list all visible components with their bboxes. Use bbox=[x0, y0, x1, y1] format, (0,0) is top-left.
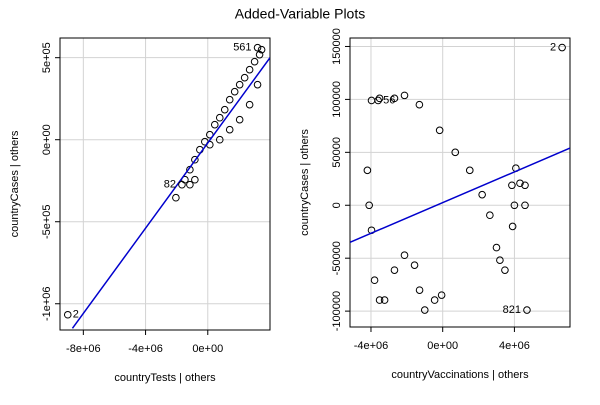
point bbox=[230, 87, 239, 96]
x-tick-label: 0e+00 bbox=[427, 340, 458, 352]
point bbox=[390, 94, 399, 103]
y-tick-label: -100000 bbox=[331, 291, 343, 331]
x-tick-label: 4e+06 bbox=[499, 340, 530, 352]
x-tick-label: -4e+06 bbox=[354, 340, 389, 352]
y-tick-label: 150000 bbox=[331, 28, 343, 65]
point-label: 56 bbox=[383, 94, 395, 106]
labeled-point bbox=[374, 96, 382, 105]
point-label: 821 bbox=[503, 304, 521, 316]
point bbox=[415, 100, 424, 109]
point bbox=[245, 100, 254, 109]
fit-line bbox=[350, 147, 570, 244]
point bbox=[186, 180, 194, 189]
point bbox=[496, 256, 504, 265]
y-tick-label: 50000 bbox=[331, 137, 343, 168]
point bbox=[400, 251, 409, 260]
y-tick-label: -5e+05 bbox=[41, 204, 53, 239]
point bbox=[510, 201, 519, 210]
point bbox=[465, 166, 474, 175]
point bbox=[215, 113, 224, 122]
point bbox=[420, 306, 429, 314]
point bbox=[508, 222, 517, 231]
point bbox=[451, 148, 460, 157]
point bbox=[245, 65, 254, 74]
point bbox=[253, 80, 262, 89]
labeled-point bbox=[523, 306, 531, 314]
labeled-point bbox=[178, 180, 186, 189]
y-axis-label: countryCases | others bbox=[9, 130, 21, 237]
labeled-point bbox=[558, 43, 566, 52]
point bbox=[235, 80, 244, 89]
point bbox=[375, 296, 384, 304]
labeled-point bbox=[63, 310, 72, 319]
point bbox=[365, 201, 373, 210]
point bbox=[220, 105, 229, 114]
point bbox=[191, 155, 199, 164]
point bbox=[435, 126, 444, 135]
point bbox=[225, 95, 234, 104]
point bbox=[250, 57, 259, 66]
y-tick-label: 0e+00 bbox=[41, 124, 53, 155]
point bbox=[521, 181, 529, 190]
point bbox=[225, 125, 234, 134]
point bbox=[516, 179, 524, 188]
y-tick-label: 100000 bbox=[331, 81, 343, 118]
y-tick-label: -1e+06 bbox=[41, 286, 53, 321]
point bbox=[400, 91, 409, 100]
x-tick-label: 0e+00 bbox=[192, 343, 223, 355]
x-tick-label: -8e+06 bbox=[66, 343, 101, 355]
plot-frame bbox=[59, 37, 271, 331]
x-tick-label: -4e+06 bbox=[128, 343, 163, 355]
fit-line bbox=[71, 57, 270, 329]
point bbox=[410, 261, 419, 269]
y-axis-label: countryCases | others bbox=[299, 129, 311, 236]
y-tick-label: 5e+05 bbox=[41, 42, 53, 73]
point bbox=[437, 291, 446, 299]
point bbox=[486, 211, 494, 220]
point bbox=[255, 50, 264, 59]
point-label: 2 bbox=[550, 41, 556, 53]
point-label: 2 bbox=[73, 309, 79, 321]
x-axis-label: countryTests | others bbox=[114, 372, 216, 384]
point bbox=[501, 266, 509, 274]
point-label: 561 bbox=[233, 42, 251, 54]
point bbox=[478, 190, 486, 199]
point bbox=[363, 166, 372, 175]
x-axis-label: countryVaccinations | others bbox=[391, 369, 529, 381]
point-label: 82 bbox=[164, 179, 176, 191]
point bbox=[375, 94, 384, 103]
point bbox=[492, 243, 501, 252]
point bbox=[240, 73, 249, 82]
point bbox=[210, 120, 219, 129]
plot-frame bbox=[349, 37, 571, 328]
point bbox=[380, 296, 389, 304]
y-tick-label: -50000 bbox=[331, 241, 343, 275]
point bbox=[235, 115, 244, 124]
point bbox=[215, 135, 224, 144]
point bbox=[370, 276, 379, 285]
point bbox=[390, 266, 399, 274]
labeled-point bbox=[253, 43, 262, 52]
figure-title: Added-Variable Plots bbox=[235, 6, 365, 22]
point bbox=[508, 181, 516, 190]
point bbox=[191, 175, 199, 184]
point bbox=[430, 296, 439, 304]
y-tick-label: 0 bbox=[331, 202, 343, 208]
point bbox=[521, 201, 529, 210]
point bbox=[257, 45, 266, 54]
point bbox=[415, 286, 424, 294]
point bbox=[172, 193, 180, 202]
